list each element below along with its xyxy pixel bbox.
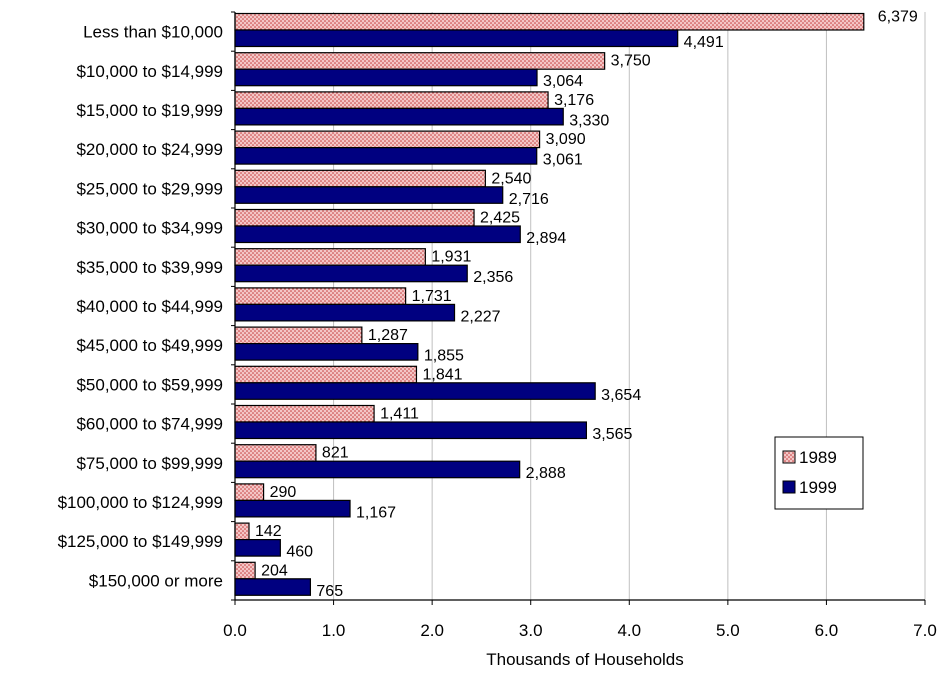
category-label: $40,000 to $44,999 [76, 297, 223, 316]
data-label-1999: 460 [286, 544, 313, 561]
data-label-1999: 1,167 [356, 504, 396, 521]
data-label-1989: 290 [270, 484, 297, 501]
bar-1989 [234, 130, 541, 149]
category-label: $50,000 to $59,999 [76, 375, 223, 394]
data-label-1999: 2,356 [473, 269, 513, 286]
data-label-1989: 3,090 [546, 131, 586, 148]
bar-1999 [234, 264, 468, 283]
bar-1999 [234, 499, 351, 518]
category-label: $15,000 to $19,999 [76, 101, 223, 120]
x-tick-label: 1.0 [322, 621, 346, 640]
x-tick-label: 5.0 [716, 621, 740, 640]
category-label: $35,000 to $39,999 [76, 258, 223, 277]
bar-1989 [234, 326, 363, 345]
data-label-1989: 2,425 [480, 210, 520, 227]
bar-1999 [234, 107, 564, 126]
legend-label-1999: 1999 [799, 478, 837, 497]
data-label-1989: 821 [322, 445, 349, 462]
bar-1999 [234, 460, 521, 479]
bar-1989 [234, 52, 606, 70]
category-label: $100,000 to $124,999 [58, 493, 223, 512]
data-label-1989: 1,731 [412, 288, 452, 305]
bar-1989 [234, 444, 317, 462]
data-label-1989: 2,540 [491, 170, 531, 187]
category-label: $20,000 to $24,999 [76, 140, 223, 159]
x-tick-label: 4.0 [617, 621, 641, 640]
data-label-1999: 3,565 [592, 426, 632, 443]
bar-1999 [234, 68, 538, 87]
bar-1999 [234, 382, 596, 400]
data-label-1999: 4,491 [684, 34, 724, 51]
x-tick-label: 3.0 [519, 621, 543, 640]
category-label: $125,000 to $149,999 [58, 532, 223, 551]
data-label-1989: 1,287 [368, 327, 408, 344]
category-label: $75,000 to $99,999 [76, 454, 223, 473]
category-label: $25,000 to $29,999 [76, 179, 223, 198]
axes [231, 11, 926, 605]
legend-label-1989: 1989 [799, 448, 837, 467]
legend-swatch-1999 [782, 480, 796, 494]
bar-1999 [234, 421, 588, 440]
data-label-1999: 1,855 [424, 348, 464, 365]
category-label: $150,000 or more [89, 571, 223, 590]
data-label-1999: 2,227 [461, 308, 501, 325]
bar-1999 [234, 225, 521, 244]
bar-1989 [234, 208, 475, 227]
bar-1989 [234, 248, 426, 266]
x-tick-label: 2.0 [420, 621, 444, 640]
bar-1989 [234, 365, 418, 384]
data-label-1999: 3,064 [543, 73, 583, 90]
data-label-1999: 3,061 [543, 152, 583, 169]
bar-1999 [234, 538, 281, 557]
legend-swatch-1989 [782, 450, 796, 464]
category-label: $60,000 to $74,999 [76, 415, 223, 434]
data-label-1989: 204 [261, 562, 288, 579]
bar-1999 [234, 147, 538, 165]
bar-1989 [234, 404, 375, 423]
data-label-1999: 2,894 [526, 230, 566, 247]
bar-1989 [234, 12, 865, 31]
bar-1999 [234, 29, 679, 48]
bar-1989 [234, 522, 250, 541]
data-label-1999: 3,330 [569, 112, 609, 129]
x-tick-label: 7.0 [913, 621, 937, 640]
bar-1999 [234, 186, 504, 204]
data-label-1989: 3,176 [554, 92, 594, 109]
data-label-1989: 1,841 [422, 366, 462, 383]
bar-1989 [234, 169, 486, 188]
bars [234, 12, 865, 596]
data-label-1989: 142 [255, 523, 282, 540]
x-tick-label: 6.0 [815, 621, 839, 640]
data-label-1989: 1,931 [431, 249, 471, 266]
labels: 6,379 4,491 Less than $10,000 3,750 3,064 $10… [58, 9, 937, 670]
legend-box [774, 436, 864, 510]
bar-1999 [234, 303, 456, 322]
x-tick-label: 0.0 [223, 621, 247, 640]
bar-1999 [234, 343, 419, 361]
data-label-1989: 1,411 [380, 406, 419, 423]
category-label: $45,000 to $49,999 [76, 336, 223, 355]
bar-1999 [234, 578, 312, 596]
bar-1989 [234, 561, 256, 580]
data-label-1999: 2,888 [526, 465, 566, 482]
data-label-1999: 3,654 [601, 387, 641, 404]
category-label: Less than $10,000 [83, 23, 223, 42]
data-label-1999: 765 [316, 583, 343, 600]
data-label-1999: 2,716 [509, 191, 549, 208]
data-label-1989: 6,379 [878, 9, 918, 26]
category-label: $10,000 to $14,999 [76, 62, 223, 81]
x-axis-title: Thousands of Households [486, 650, 684, 668]
category-label: $30,000 to $34,999 [76, 219, 223, 238]
bar-1989 [234, 483, 265, 501]
legend: 1989 1999 [774, 436, 864, 510]
bar-1989 [234, 287, 407, 305]
data-label-1989: 3,750 [611, 53, 651, 70]
bar-1989 [234, 91, 549, 110]
